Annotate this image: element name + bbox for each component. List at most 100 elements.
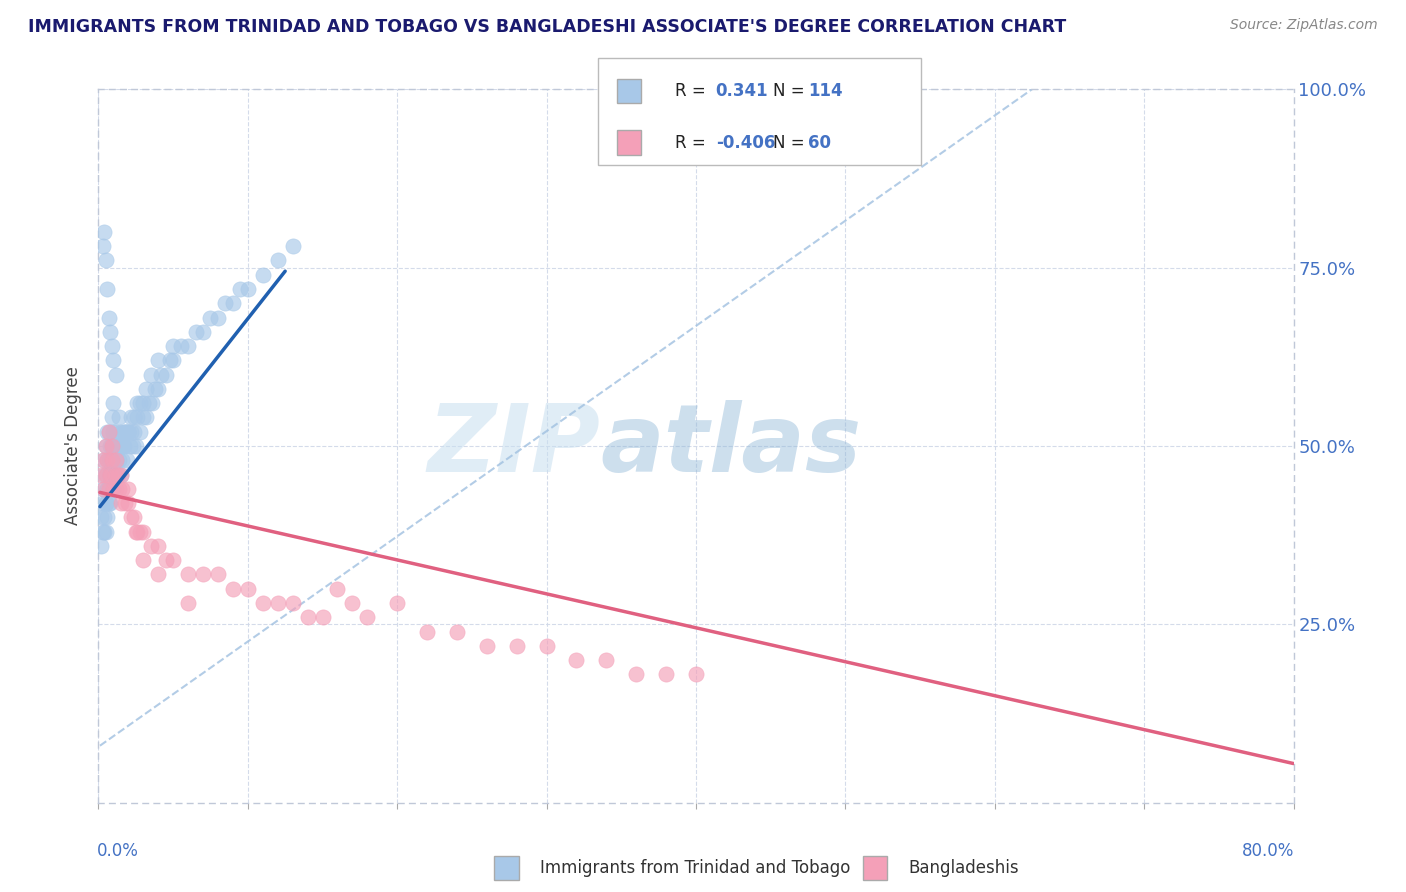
Point: [107, 467, 129, 482]
Point: [162, 353, 184, 368]
Point: [138, 396, 160, 410]
Point: [90, 510, 112, 524]
Point: [475, 639, 498, 653]
Point: [124, 425, 146, 439]
Point: [342, 596, 364, 610]
Point: [117, 482, 139, 496]
Point: [104, 467, 127, 482]
Point: [105, 425, 128, 439]
Text: 114: 114: [808, 82, 844, 100]
Point: [207, 567, 229, 582]
Point: [103, 482, 125, 496]
Point: [120, 410, 142, 425]
Point: [127, 410, 149, 425]
Text: ZIP: ZIP: [427, 400, 600, 492]
Point: [94, 253, 117, 268]
Point: [117, 496, 139, 510]
Point: [117, 425, 139, 439]
Point: [506, 639, 529, 653]
Point: [108, 410, 131, 425]
Point: [96, 425, 118, 439]
Point: [155, 368, 177, 382]
Point: [94, 524, 117, 539]
Point: [222, 296, 245, 310]
Point: [111, 482, 134, 496]
Point: [96, 282, 118, 296]
Point: [110, 425, 132, 439]
Point: [114, 496, 136, 510]
Point: [141, 396, 163, 410]
Point: [416, 624, 439, 639]
Point: [94, 439, 117, 453]
Text: R =: R =: [675, 82, 706, 100]
Point: [110, 467, 132, 482]
Point: [191, 567, 214, 582]
Point: [98, 467, 122, 482]
Point: [96, 453, 118, 467]
Point: [107, 439, 129, 453]
Point: [114, 425, 136, 439]
Text: 0.341: 0.341: [716, 82, 768, 100]
Point: [565, 653, 588, 667]
Point: [132, 410, 155, 425]
Point: [252, 596, 274, 610]
Point: [162, 553, 184, 567]
Point: [207, 310, 229, 325]
Point: [103, 425, 125, 439]
Point: [96, 482, 118, 496]
Text: IMMIGRANTS FROM TRINIDAD AND TOBAGO VS BANGLADESHI ASSOCIATE'S DEGREE CORRELATIO: IMMIGRANTS FROM TRINIDAD AND TOBAGO VS B…: [28, 18, 1066, 36]
Point: [129, 396, 152, 410]
Point: [114, 425, 136, 439]
Point: [115, 425, 138, 439]
Point: [125, 524, 148, 539]
Point: [96, 510, 118, 524]
Point: [101, 467, 124, 482]
Point: [104, 467, 127, 482]
Point: [236, 282, 259, 296]
Text: N =: N =: [773, 134, 804, 152]
Point: [127, 524, 149, 539]
Point: [93, 482, 115, 496]
Text: 80.0%: 80.0%: [1243, 842, 1295, 860]
Point: [311, 610, 333, 624]
Point: [111, 439, 134, 453]
Point: [127, 396, 149, 410]
Text: Immigrants from Trinidad and Tobago: Immigrants from Trinidad and Tobago: [540, 859, 851, 877]
Point: [101, 410, 124, 425]
Point: [103, 482, 125, 496]
Point: [101, 439, 124, 453]
Point: [108, 453, 131, 467]
Point: [356, 610, 378, 624]
Point: [105, 453, 128, 467]
Point: [184, 325, 207, 339]
Point: [297, 610, 319, 624]
Point: [132, 553, 155, 567]
Point: [120, 510, 142, 524]
Point: [124, 510, 146, 524]
Point: [107, 439, 129, 453]
Point: [143, 382, 166, 396]
Point: [177, 596, 200, 610]
Point: [91, 496, 114, 510]
Point: [91, 482, 114, 496]
Point: [90, 467, 112, 482]
Point: [101, 339, 124, 353]
Point: [93, 453, 115, 467]
Point: [103, 453, 125, 467]
Point: [110, 496, 132, 510]
Point: [267, 596, 290, 610]
Point: [110, 467, 132, 482]
Text: Bangladeshis: Bangladeshis: [908, 859, 1019, 877]
Point: [96, 453, 118, 467]
Point: [93, 524, 115, 539]
Point: [326, 582, 349, 596]
Point: [104, 439, 127, 453]
Point: [129, 524, 152, 539]
Point: [222, 582, 245, 596]
Text: -0.406: -0.406: [716, 134, 775, 152]
Point: [214, 296, 236, 310]
Point: [135, 410, 157, 425]
Point: [148, 382, 170, 396]
Point: [129, 425, 152, 439]
Point: [101, 453, 124, 467]
